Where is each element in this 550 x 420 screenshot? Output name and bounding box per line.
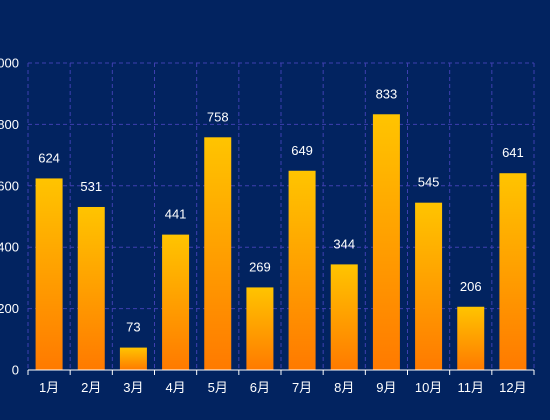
bar [288, 170, 316, 370]
grid [27, 62, 535, 370]
bars [35, 114, 527, 370]
bar [35, 178, 63, 370]
x-tick-label: 6月 [250, 380, 270, 395]
bar [415, 202, 443, 370]
y-tick-label: 200 [0, 301, 19, 316]
bar-value-label: 344 [333, 236, 355, 251]
bar-value-label: 441 [165, 207, 187, 222]
bar [499, 173, 527, 370]
x-tick-label: 11月 [458, 380, 485, 395]
axes [27, 369, 535, 375]
bar-value-label: 531 [80, 179, 102, 194]
bar [162, 234, 190, 370]
bar-value-label: 73 [126, 320, 140, 335]
y-tick-label: 800 [0, 117, 19, 132]
bar [457, 306, 485, 370]
bar [77, 206, 105, 370]
bar-value-label: 833 [376, 86, 398, 101]
x-tick-label: 8月 [334, 380, 354, 395]
x-tick-label: 10月 [415, 380, 442, 395]
x-tick-label: 1月 [39, 380, 59, 395]
y-tick-label: 0 [12, 363, 19, 378]
y-tick-label: 1000 [0, 56, 19, 71]
bar [119, 347, 147, 370]
x-tick-label: 7月 [292, 380, 312, 395]
y-tick-label: 400 [0, 240, 19, 255]
y-tick-label: 600 [0, 178, 19, 193]
x-tick-label: 5月 [208, 380, 228, 395]
x-tick-label: 2月 [81, 380, 101, 395]
bar-value-label: 624 [38, 150, 60, 165]
bar-value-label: 641 [502, 145, 524, 160]
x-tick-label: 12月 [499, 380, 526, 395]
bar [246, 287, 274, 370]
bar-value-label: 545 [418, 175, 440, 190]
bar [372, 114, 400, 370]
bar [330, 264, 358, 370]
x-tick-label: 4月 [165, 380, 185, 395]
labels: 0 200 400 600 800 1000 624 1月 531 2月 73 3月 441 4月 758 5… [0, 56, 527, 396]
bar-value-label: 206 [460, 279, 482, 294]
x-tick-label: 3月 [123, 380, 143, 395]
bar-value-label: 758 [207, 109, 229, 124]
bar-value-label: 269 [249, 259, 271, 274]
bar [204, 137, 232, 370]
bar-value-label: 649 [291, 143, 313, 158]
x-tick-label: 9月 [376, 380, 396, 395]
